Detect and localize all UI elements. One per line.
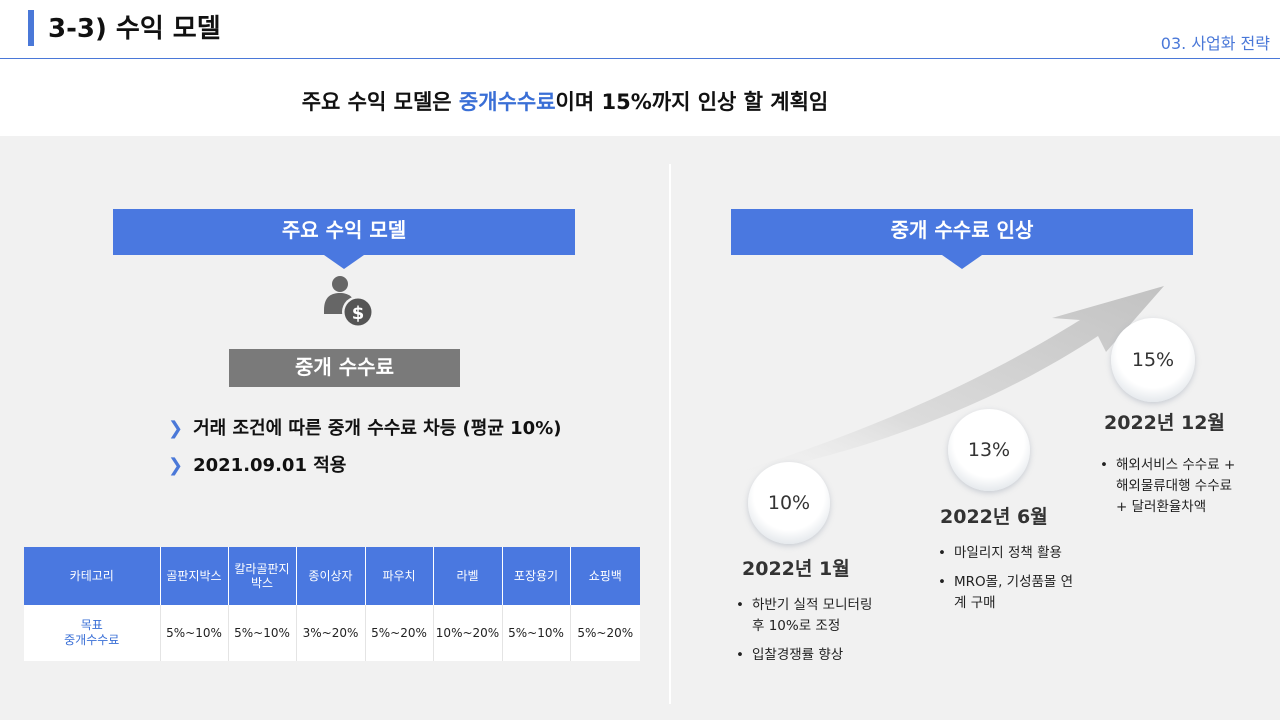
- headline: 주요 수익 모델은 중개수수료이며 15%까지 인상 할 계획임: [0, 86, 1130, 116]
- milestone-date: 2022년 1월: [742, 558, 850, 580]
- column-header: 카테고리: [24, 547, 161, 605]
- chevron-right-icon: ❯: [168, 418, 184, 439]
- milestone-notes: 해외서비스 수수료 + 해외물류대행 수수료 + 달러환율차액: [1096, 455, 1266, 526]
- section-label: 03. 사업화 전략: [1160, 34, 1270, 53]
- table-cell: 5%~10%: [502, 605, 571, 661]
- note-item: 하반기 실적 모니터링 후 10%로 조정: [732, 595, 902, 637]
- chevron-right-icon: ❯: [168, 455, 184, 476]
- table-cell: 5%~10%: [228, 605, 297, 661]
- svg-text:$: $: [352, 303, 365, 324]
- row-label-text: 목표 중개수수료: [64, 618, 120, 647]
- title-accent-bar: [28, 10, 34, 46]
- page-title: 3-3) 수익 모델: [48, 14, 221, 44]
- milestone-notes: 마일리지 정책 활용 MRO몰, 기성품몰 연 계 구매: [934, 543, 1094, 622]
- box-pointer: [324, 255, 364, 269]
- note-item: 마일리지 정책 활용: [934, 543, 1094, 564]
- milestone-notes: 하반기 실적 모니터링 후 10%로 조정 입찰경쟁률 향상: [732, 595, 902, 674]
- note-item: 입찰경쟁률 향상: [732, 645, 902, 666]
- column-header: 칼라골판지 박스: [228, 547, 297, 605]
- fee-increase-title: 중개 수수료 인상: [890, 218, 1034, 242]
- table-header-row: 카테고리 골판지박스 칼라골판지 박스 종이상자 파우치 라벨 포장용기 쇼핑백: [24, 547, 640, 605]
- column-divider: [669, 164, 671, 704]
- headline-suffix: 이며 15%까지 인상 할 계획임: [555, 90, 829, 114]
- main-revenue-model-title: 주요 수익 모델: [281, 218, 407, 242]
- box-pointer: [942, 255, 982, 269]
- headline-highlight: 중개수수료: [458, 90, 556, 114]
- milestone-date: 2022년 6월: [940, 506, 1048, 528]
- headline-prefix: 주요 수익 모델은: [301, 90, 459, 114]
- table-row: 목표 중개수수료 5%~10% 5%~10% 3%~20% 5%~20% 10%…: [24, 605, 640, 661]
- brokerage-fee-label: 중개 수수료: [229, 349, 460, 387]
- note-item: MRO몰, 기성품몰 연 계 구매: [934, 572, 1094, 614]
- bullet-apply-date: ❯ 2021.09.01 적용: [168, 451, 346, 477]
- main-revenue-model-box: 주요 수익 모델: [113, 209, 575, 269]
- rate-bubble-13: 13%: [948, 409, 1030, 491]
- column-header: 포장용기: [502, 547, 571, 605]
- fee-increase-box: 중개 수수료 인상: [731, 209, 1193, 269]
- bullet-text: 2021.09.01 적용: [193, 455, 347, 476]
- table-cell: 10%~20%: [433, 605, 503, 661]
- person-dollar-icon: $: [324, 276, 374, 328]
- table-cell: 3%~20%: [296, 605, 366, 661]
- note-item: 해외서비스 수수료 + 해외물류대행 수수료 + 달러환율차액: [1096, 455, 1266, 518]
- milestone-date: 2022년 12월: [1104, 412, 1225, 434]
- column-header: 파우치: [365, 547, 434, 605]
- column-header: 라벨: [433, 547, 503, 605]
- table-cell: 5%~20%: [570, 605, 640, 661]
- bullet-text: 거래 조건에 따른 중개 수수료 차등 (평균 10%): [193, 418, 562, 439]
- rate-bubble-10: 10%: [748, 462, 830, 544]
- table-cell: 5%~20%: [365, 605, 434, 661]
- table-cell: 5%~10%: [160, 605, 229, 661]
- header: 3-3) 수익 모델 03. 사업화 전략 주요 수익 모델은 중개수수료이며 …: [0, 0, 1280, 136]
- row-label: 목표 중개수수료: [24, 605, 161, 661]
- column-header-text: 칼라골판지 박스: [234, 562, 290, 590]
- rate-bubble-15: 15%: [1111, 318, 1195, 402]
- column-header: 골판지박스: [160, 547, 229, 605]
- bullet-fee-tiers: ❯ 거래 조건에 따른 중개 수수료 차등 (평균 10%): [168, 414, 561, 440]
- column-header: 종이상자: [296, 547, 366, 605]
- column-header: 쇼핑백: [570, 547, 640, 605]
- fee-table: 카테고리 골판지박스 칼라골판지 박스 종이상자 파우치 라벨 포장용기 쇼핑백…: [24, 547, 640, 661]
- header-divider: [0, 58, 1280, 59]
